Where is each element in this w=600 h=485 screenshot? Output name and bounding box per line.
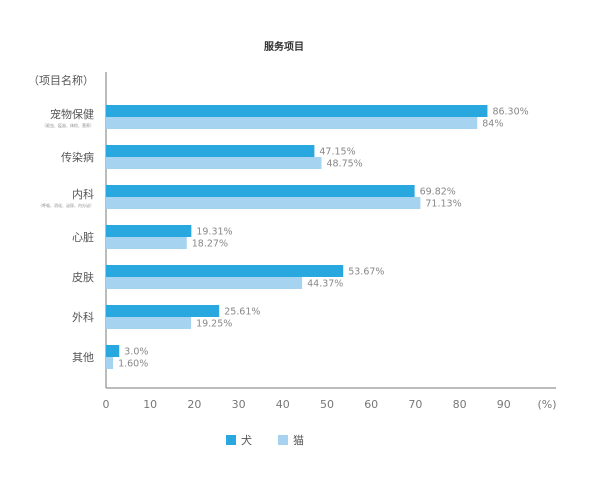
- bar-cat: [106, 197, 421, 209]
- bar-dog: [106, 105, 488, 117]
- category-label: 心脏: [72, 231, 94, 244]
- x-tick-label: 0: [103, 398, 110, 411]
- legend-label: 猫: [293, 434, 304, 447]
- x-tick-label: 20: [187, 398, 201, 411]
- legend-label: 犬: [241, 433, 252, 447]
- x-tick-label: 90: [497, 398, 511, 411]
- data-label: 84%: [482, 119, 503, 130]
- x-tick-label: 50: [320, 398, 334, 411]
- bar-cat: [106, 277, 303, 289]
- bar-cat: [106, 157, 322, 169]
- x-tick-label: 70: [408, 398, 422, 411]
- data-label: 19.25%: [196, 319, 232, 330]
- bar-dog: [106, 345, 120, 357]
- x-tick-label: 40: [276, 398, 290, 411]
- category-label: 外科: [72, 310, 94, 324]
- bar-dog: [106, 225, 192, 237]
- legend: 犬猫: [226, 433, 304, 447]
- y-axis-label: （项目名称）: [28, 73, 94, 87]
- data-label: 25.61%: [224, 307, 260, 318]
- bar-cat: [106, 357, 114, 369]
- data-label: 48.75%: [326, 159, 362, 170]
- category-sublabel: （驱虫、疫苗、体检、营养）: [42, 122, 94, 128]
- x-tick-label: 80: [453, 398, 467, 411]
- category-label: 皮肤: [72, 270, 94, 284]
- data-label: 19.31%: [196, 227, 232, 238]
- x-tick-label: 60: [364, 398, 378, 411]
- category-label: 传染病: [61, 150, 94, 164]
- x-unit-label: (%): [537, 398, 556, 411]
- x-tick-label: 10: [143, 398, 157, 411]
- data-label: 3.0%: [124, 347, 148, 358]
- data-label: 69.82%: [420, 187, 456, 198]
- legend-swatch: [226, 435, 236, 445]
- value-labels: 86.30%84%47.15%48.75%69.82%71.13%19.31%1…: [118, 107, 529, 370]
- category-label: 宠物保健: [50, 107, 94, 121]
- category-sublabel: （呼吸、消化、泌尿、内分泌）: [38, 202, 94, 208]
- bar-dog: [106, 185, 415, 197]
- data-label: 53.67%: [348, 267, 384, 278]
- bar-dog: [106, 265, 344, 277]
- data-label: 47.15%: [319, 147, 355, 158]
- category-label: 其他: [72, 351, 94, 364]
- bar-dog: [106, 145, 315, 157]
- data-label: 44.37%: [307, 279, 343, 290]
- bar-dog: [106, 305, 220, 317]
- bar-cat: [106, 317, 192, 329]
- data-label: 1.60%: [118, 359, 148, 370]
- x-tick-label: 30: [232, 398, 246, 411]
- bar-cat: [106, 237, 187, 249]
- data-label: 71.13%: [425, 199, 461, 210]
- bars: [106, 105, 488, 369]
- bar-cat: [106, 117, 478, 129]
- x-tick-labels: 0 10 20 30 40 50 60 70 80 90: [103, 398, 511, 411]
- data-label: 86.30%: [492, 107, 528, 118]
- chart-title: 服务项目: [264, 40, 304, 53]
- category-label: 内科: [72, 187, 94, 201]
- legend-swatch: [278, 435, 288, 445]
- data-label: 18.27%: [192, 239, 228, 250]
